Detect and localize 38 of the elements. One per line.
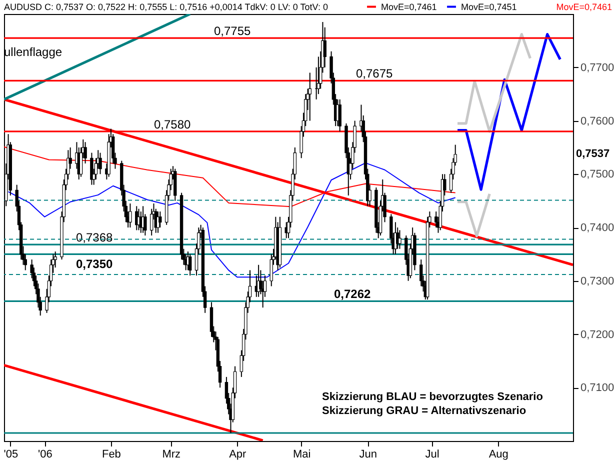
candlestick (398, 230, 402, 250)
annotation: ullenflagge (4, 45, 62, 59)
y-tick-label: 0,7100 (580, 382, 614, 394)
text: 0,7537 (576, 148, 610, 160)
x-tick-label: Jun (359, 448, 378, 460)
candlestick (188, 254, 192, 276)
text: MovE=0,7461 (556, 2, 612, 12)
x-tick-label: Apr (229, 448, 247, 460)
candlestick (98, 152, 102, 175)
x-tick-label: Feb (102, 448, 121, 460)
annotation: Skizzierung GRAU = Alternativszenario (322, 405, 526, 417)
ref-line-label: 0,7675 (356, 66, 394, 81)
x-tick-label: Jul (425, 448, 440, 460)
ref-line-label: 0,7755 (214, 24, 252, 38)
y-tick-label: 0,7600 (580, 115, 614, 128)
x-tick-label: Aug (488, 448, 508, 460)
candlestick (338, 98, 342, 132)
ref-line-label: 0,7262 (334, 287, 372, 302)
candlestick (128, 202, 132, 228)
candlestick (90, 152, 94, 186)
line-series (456, 32, 532, 133)
x-tick-label: Mai (292, 448, 311, 460)
x-tick-label: Mrz (162, 448, 181, 460)
x-tick-label: '05 (4, 448, 18, 460)
candlestick (308, 72, 312, 122)
ref-line-label: 0,7368 (76, 230, 114, 245)
x-tick-label: '06 (38, 448, 52, 460)
annotation: Skizzierung BLAU = bevorzugtes Szenario (322, 391, 544, 403)
y-tick-label: 0,7400 (580, 222, 614, 234)
y-tick-label: 0,7500 (580, 168, 614, 181)
y-tick-label: 0,7300 (580, 275, 614, 288)
ref-line-label: 0,7580 (154, 117, 192, 132)
legend-label: MovE=0,7451 (461, 2, 517, 12)
y-tick-label: 0,7200 (580, 328, 614, 341)
ref-line-label: 0,7350 (76, 257, 114, 272)
chart-title: AUDUSD C: 0,7537 O: 0,7522 H: 0,7555 L: 0,7516 +0,0014 TdkV: 0 LV: 0 TotV: 0 (4, 2, 328, 12)
y-tick-label: 0,7700 (580, 62, 614, 74)
legend-label: MovE=0,7461 (381, 2, 437, 12)
